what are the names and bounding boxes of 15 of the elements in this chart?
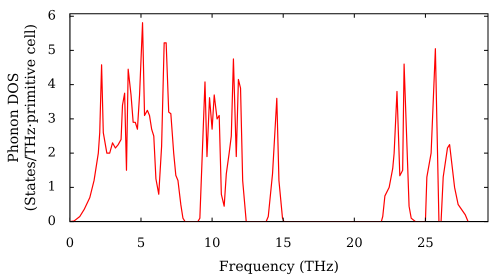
x-tick-label: 5 <box>136 236 146 251</box>
y-tick-label: 0 <box>48 214 56 229</box>
x-axis-title: Frequency (THz) <box>218 259 339 276</box>
y-tick-label: 6 <box>48 8 56 24</box>
y-axis-title: Phonon DOS (States/THz·primitive cell) <box>6 24 39 212</box>
x-tick-label: 25 <box>417 236 434 251</box>
y-tick-label: 1 <box>48 180 56 195</box>
x-tick-label: 10 <box>204 236 220 251</box>
x-tick-label: 20 <box>346 236 363 251</box>
y-tick-label: 5 <box>48 42 56 58</box>
x-tick-label: 15 <box>274 236 292 251</box>
y-tick-label: 3 <box>48 111 56 126</box>
y-tick-label: 4 <box>48 77 56 92</box>
x-tick-label: 0 <box>66 236 74 251</box>
y-tick-label: 2 <box>48 146 56 161</box>
